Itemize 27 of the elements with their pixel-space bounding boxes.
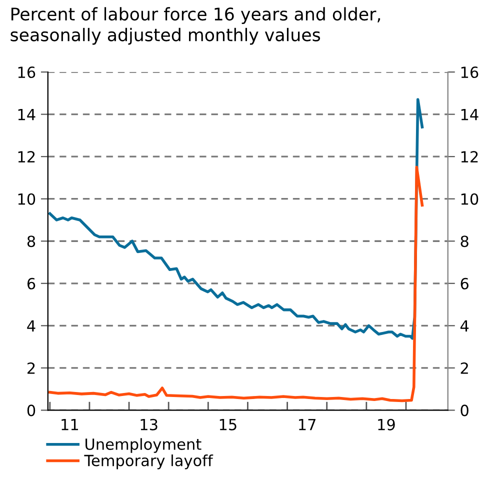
y-tick-label: 12 xyxy=(18,151,35,162)
x-tick-label: 15 xyxy=(220,419,236,430)
x-tick-label: 19 xyxy=(378,418,395,430)
y2-tick-label: 14 xyxy=(461,108,478,120)
y2-tick-label: 4 xyxy=(460,320,469,332)
y-tick-label: 0 xyxy=(27,404,36,416)
legend-label: Temporary layoff xyxy=(84,454,214,470)
x-tick-label: 11 xyxy=(62,419,78,430)
y2-tick-label: 0 xyxy=(460,404,468,416)
x-tick-label: 17 xyxy=(299,419,316,430)
y2-tick-label: 10 xyxy=(461,193,478,205)
y-tick-label: 2 xyxy=(28,362,35,374)
y2-tick-label: 2 xyxy=(460,362,468,374)
y2-tick-label: 8 xyxy=(460,236,468,248)
x-tick-label: 13 xyxy=(140,418,158,430)
y2-tick-label: 12 xyxy=(461,151,478,162)
y-tick-label: 4 xyxy=(27,320,36,332)
y2-tick-label: 6 xyxy=(460,278,468,290)
y-tick-label: 16 xyxy=(18,66,36,78)
y-tick-label: 8 xyxy=(27,236,36,248)
y-tick-label: 6 xyxy=(27,278,36,290)
y-tick-label: 10 xyxy=(18,193,36,205)
y2-tick-label: 16 xyxy=(461,66,478,78)
chart-title: Percent of labour force 16 years and older, seasonally adjusted monthly values xyxy=(10,7,380,45)
legend-label: Unemployment xyxy=(86,438,202,453)
line-series xyxy=(48,166,424,402)
y-tick-label: 14 xyxy=(18,108,36,120)
